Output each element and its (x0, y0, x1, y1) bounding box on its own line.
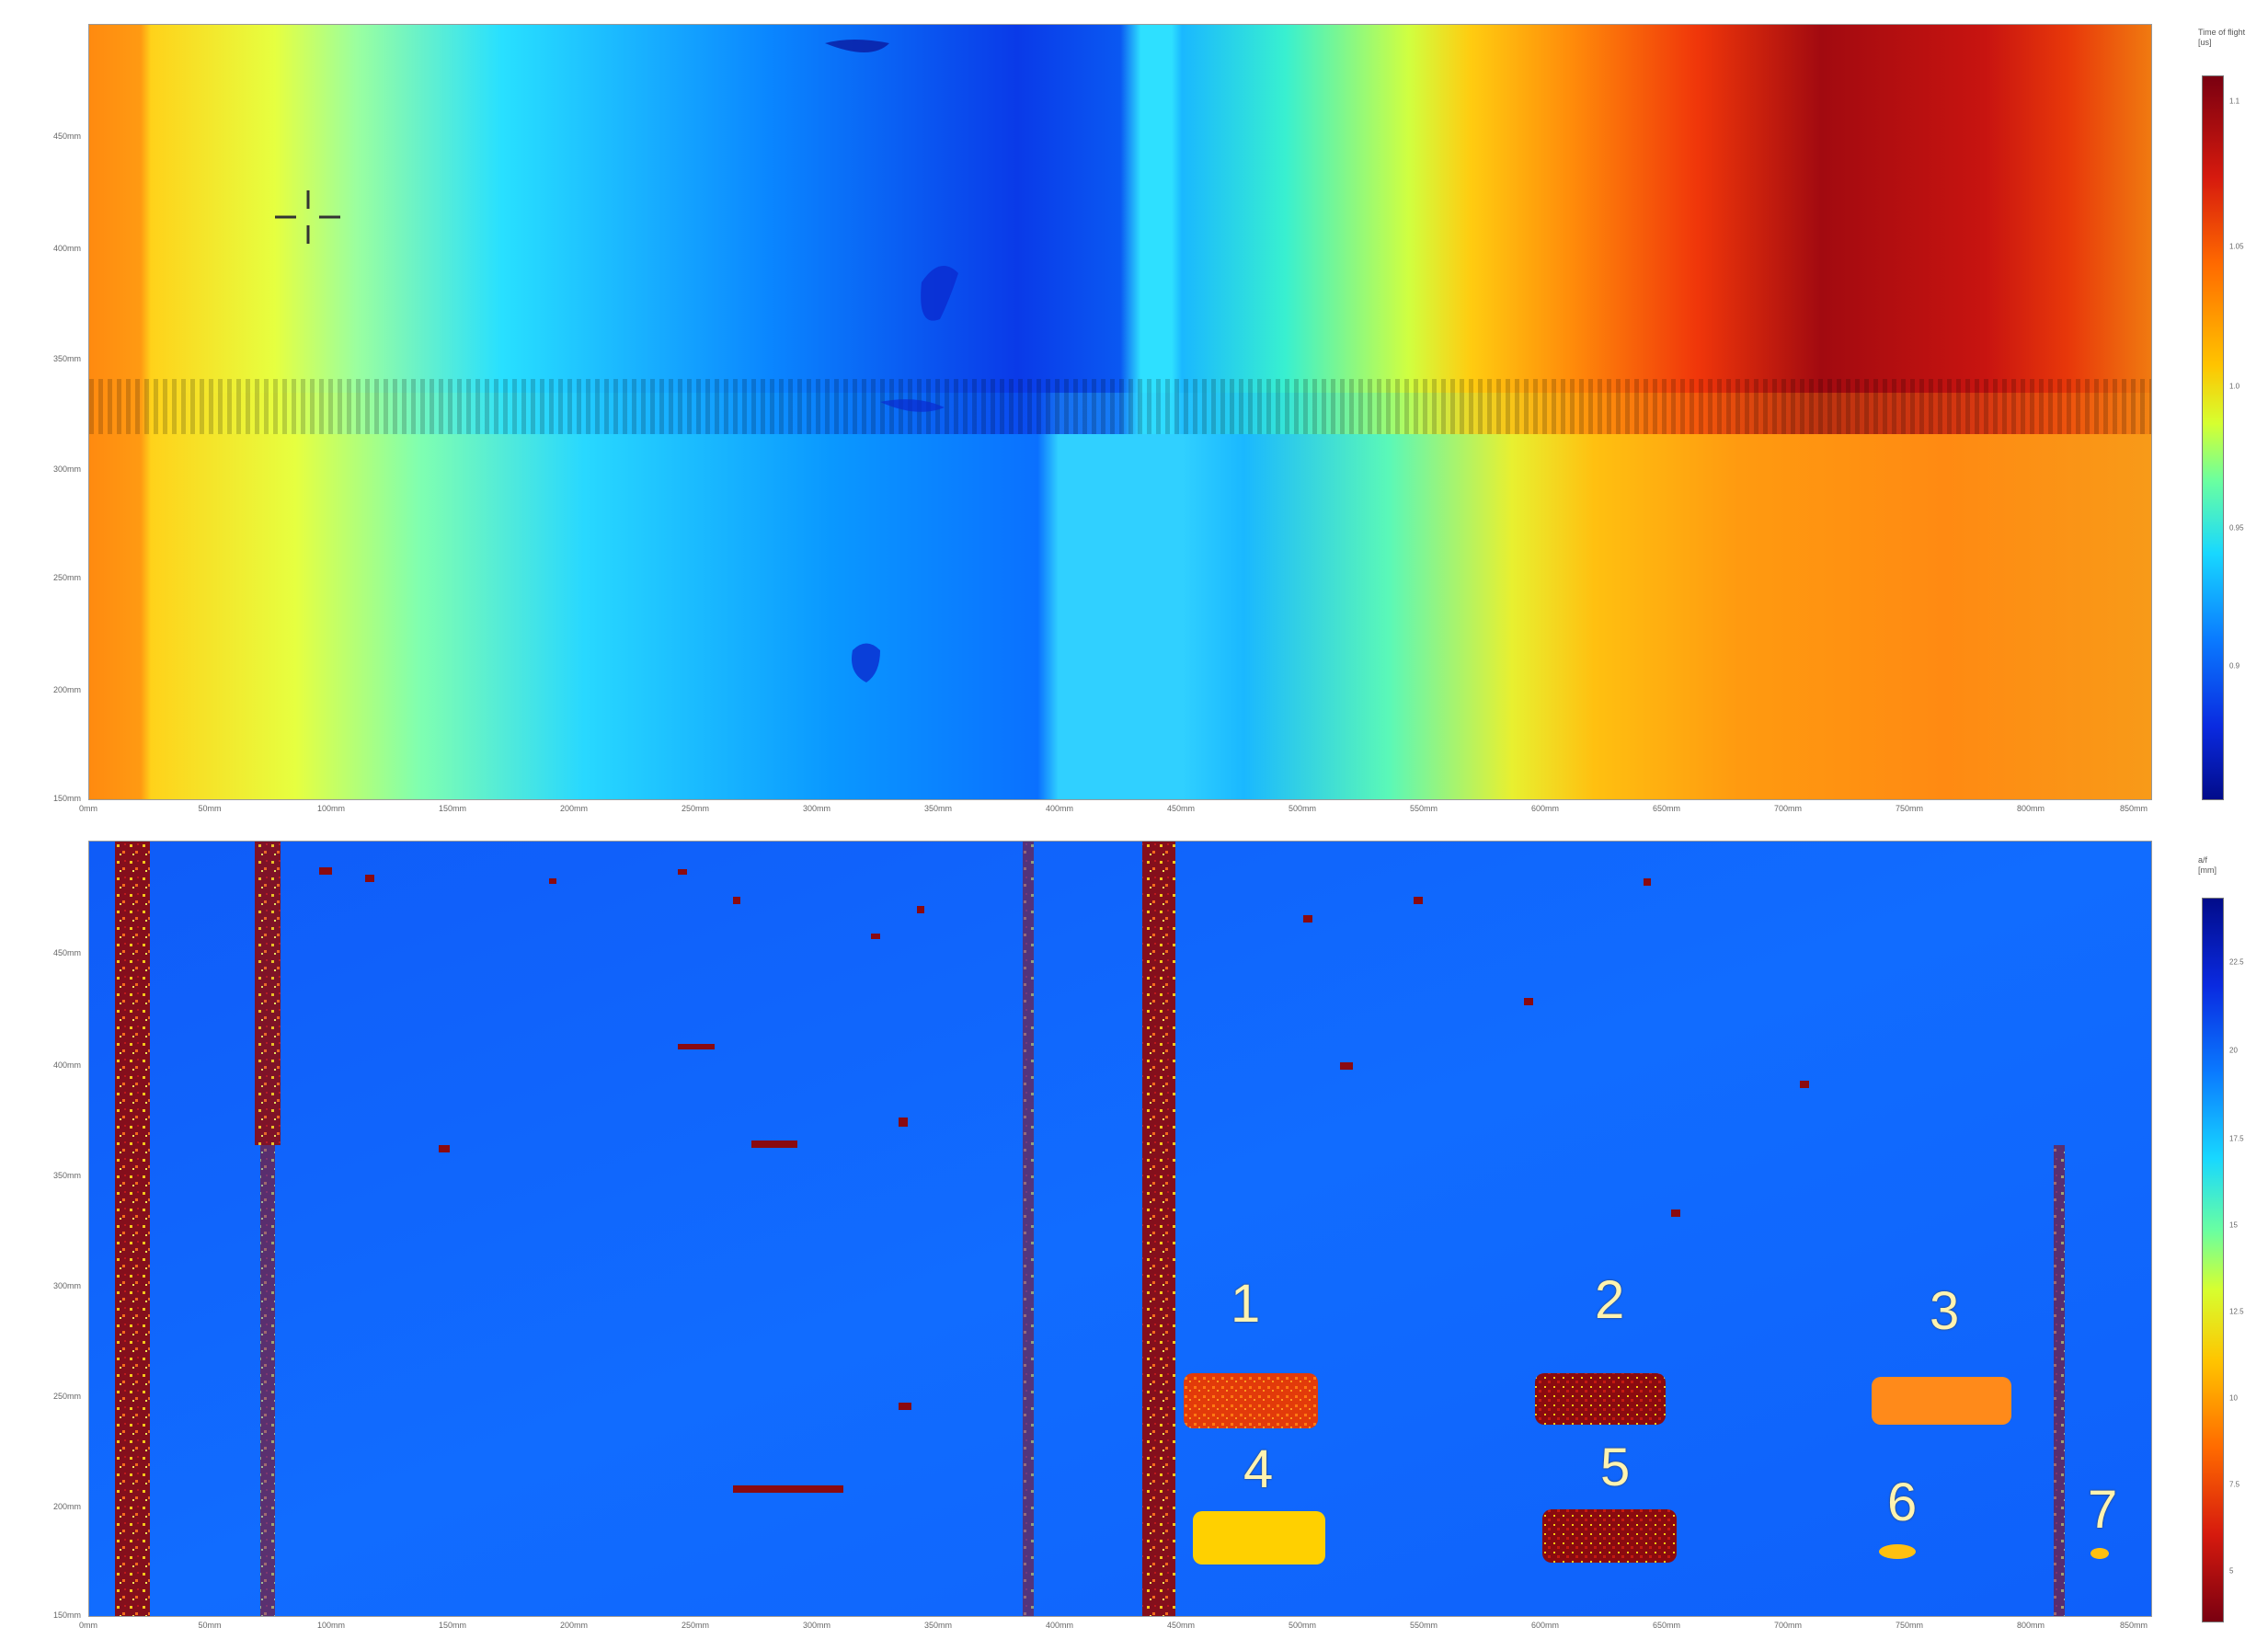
x-tick-label: 50mm (198, 804, 222, 813)
colorbar-tick: 22.5 (2229, 957, 2244, 967)
x-tick-label: 150mm (438, 1621, 467, 1630)
x-tick-label: 850mm (2119, 1621, 2148, 1630)
crosshair-cursor (275, 190, 340, 244)
colorbar-tick: 17.5 (2229, 1134, 2244, 1143)
x-tick-label: 500mm (1288, 804, 1317, 813)
defect-4 (1193, 1511, 1325, 1564)
colorbar-unit: [us] (2198, 38, 2212, 47)
defect-1 (1184, 1373, 1318, 1428)
defect-label-6: 6 (1887, 1473, 1918, 1532)
x-tick-label: 550mm (1409, 804, 1438, 813)
x-tick-label: 650mm (1652, 1621, 1681, 1630)
defect-7 (2090, 1548, 2109, 1559)
x-tick-label: 500mm (1288, 1621, 1317, 1630)
y-tick-label: 350mm (52, 354, 81, 363)
colorbar-tick: 1.1 (2229, 97, 2240, 106)
amplitude-cscan-image (89, 842, 2151, 1616)
x-tick-label: 750mm (1895, 1621, 1924, 1630)
x-tick-label: 450mm (1166, 1621, 1196, 1630)
colorbar-title: a/f [mm] (2198, 855, 2216, 876)
x-tick-label: 400mm (1045, 804, 1074, 813)
defect-3 (1872, 1377, 2011, 1425)
x-tick-label: 600mm (1530, 804, 1560, 813)
y-tick-label: 150mm (52, 794, 81, 803)
tof-colorbar[interactable] (2202, 75, 2224, 800)
x-tick-label: 450mm (1166, 804, 1196, 813)
x-tick-label: 700mm (1773, 1621, 1803, 1630)
x-tick-label: 50mm (198, 1621, 222, 1630)
x-tick-label: 200mm (559, 1621, 589, 1630)
defect-label-3: 3 (1930, 1281, 1960, 1341)
x-tick-label: 0mm (79, 1621, 97, 1630)
colorbar-tick: 5 (2229, 1566, 2234, 1576)
colorbar-tick: 12.5 (2229, 1307, 2244, 1316)
colorbar-tick: 10 (2229, 1393, 2238, 1403)
colorbar-unit: [mm] (2198, 865, 2216, 875)
x-tick-label: 200mm (559, 804, 589, 813)
defect-label-2: 2 (1595, 1270, 1625, 1330)
y-tick-label: 450mm (52, 948, 81, 957)
y-tick-label: 200mm (52, 1502, 81, 1511)
x-tick-label: 400mm (1045, 1621, 1074, 1630)
tof-cscan-panel: 450mm 400mm 350mm 300mm 250mm 200mm 150m… (52, 24, 2245, 813)
x-tick-label: 550mm (1409, 1621, 1438, 1630)
x-tick-label: 700mm (1773, 804, 1803, 813)
x-tick-label: 350mm (923, 804, 953, 813)
y-tick-label: 300mm (52, 1281, 81, 1290)
colorbar-tick: 0.95 (2229, 523, 2244, 533)
y-tick-label: 300mm (52, 464, 81, 474)
defect-label-5: 5 (1600, 1438, 1631, 1497)
x-tick-label: 100mm (316, 1621, 346, 1630)
defect-label-1: 1 (1231, 1274, 1261, 1334)
x-tick-label: 250mm (681, 804, 710, 813)
amplitude-colorbar[interactable] (2202, 898, 2224, 1622)
x-tick-label: 100mm (316, 804, 346, 813)
x-tick-label: 0mm (79, 804, 97, 813)
defect-5 (1542, 1509, 1677, 1563)
y-tick-label: 150mm (52, 1610, 81, 1620)
y-tick-label: 400mm (52, 244, 81, 253)
y-tick-label: 250mm (52, 573, 81, 582)
x-tick-label: 800mm (2016, 804, 2045, 813)
x-tick-label: 800mm (2016, 1621, 2045, 1630)
defect-label-4: 4 (1243, 1439, 1274, 1499)
y-tick-label: 350mm (52, 1171, 81, 1180)
y-tick-label: 450mm (52, 132, 81, 141)
colorbar-title-line: a/f (2198, 855, 2208, 865)
amplitude-cscan-panel: 1 2 3 4 5 6 7 450mm 400mm 350mm 300mm 25… (0, 828, 2268, 1639)
x-tick-label: 250mm (681, 1621, 710, 1630)
x-tick-label: 300mm (802, 1621, 831, 1630)
x-tick-label: 300mm (802, 804, 831, 813)
colorbar-tick: 15 (2229, 1221, 2238, 1230)
colorbar-tick: 1.05 (2229, 242, 2244, 251)
colorbar-title-line: Time of flight (2198, 28, 2246, 37)
x-tick-label: 750mm (1895, 804, 1924, 813)
y-tick-label: 400mm (52, 1060, 81, 1070)
tof-cscan-image (89, 25, 2151, 799)
x-tick-label: 600mm (1530, 1621, 1560, 1630)
x-tick-label: 350mm (923, 1621, 953, 1630)
defect-2 (1535, 1373, 1666, 1425)
tof-cscan-map[interactable] (88, 24, 2152, 800)
x-tick-label: 650mm (1652, 804, 1681, 813)
x-tick-label: 150mm (438, 804, 467, 813)
colorbar-tick: 1.0 (2229, 382, 2240, 391)
defect-label-7: 7 (2088, 1480, 2118, 1540)
colorbar-tick: 7.5 (2229, 1480, 2240, 1489)
amplitude-cscan-map[interactable] (88, 841, 2152, 1617)
colorbar-title: Time of flight [us] (2198, 28, 2245, 48)
x-tick-label: 850mm (2119, 804, 2148, 813)
colorbar-tick: 0.9 (2229, 661, 2240, 670)
y-tick-label: 250mm (52, 1392, 81, 1401)
defect-6 (1879, 1544, 1916, 1559)
colorbar-tick: 20 (2229, 1046, 2238, 1055)
y-tick-label: 200mm (52, 685, 81, 694)
